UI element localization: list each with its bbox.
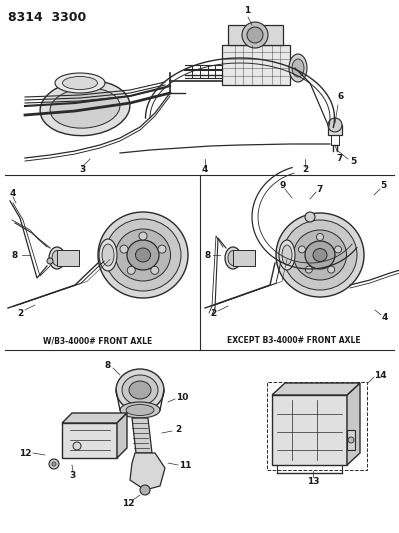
Circle shape xyxy=(73,442,81,450)
Circle shape xyxy=(242,22,268,48)
Text: 8: 8 xyxy=(205,251,211,260)
Circle shape xyxy=(328,266,335,273)
Text: 9: 9 xyxy=(280,181,286,190)
Ellipse shape xyxy=(282,245,292,265)
Ellipse shape xyxy=(52,251,62,265)
Ellipse shape xyxy=(289,54,307,82)
Ellipse shape xyxy=(129,381,151,399)
Circle shape xyxy=(305,266,312,273)
Text: EXCEPT B3-4000# FRONT AXLE: EXCEPT B3-4000# FRONT AXLE xyxy=(227,336,361,345)
Ellipse shape xyxy=(120,402,160,418)
Text: 5: 5 xyxy=(380,181,386,190)
Circle shape xyxy=(298,246,305,253)
Text: 3: 3 xyxy=(69,472,75,481)
Ellipse shape xyxy=(292,59,304,77)
Ellipse shape xyxy=(105,219,181,291)
Text: 2: 2 xyxy=(17,309,23,318)
Ellipse shape xyxy=(40,80,130,136)
Ellipse shape xyxy=(50,88,120,128)
Polygon shape xyxy=(272,383,360,395)
Circle shape xyxy=(305,212,315,222)
Circle shape xyxy=(348,437,354,443)
Ellipse shape xyxy=(102,244,114,266)
Ellipse shape xyxy=(122,375,158,405)
Circle shape xyxy=(316,233,324,240)
Text: W/B3-4000# FRONT AXLE: W/B3-4000# FRONT AXLE xyxy=(43,336,153,345)
Text: 7: 7 xyxy=(337,154,343,163)
Text: 8: 8 xyxy=(105,360,111,369)
Ellipse shape xyxy=(225,247,241,269)
Ellipse shape xyxy=(136,248,150,262)
Ellipse shape xyxy=(228,251,238,265)
Ellipse shape xyxy=(294,230,346,280)
Circle shape xyxy=(158,245,166,253)
Text: 12: 12 xyxy=(19,448,31,457)
Text: 4: 4 xyxy=(202,166,208,174)
Ellipse shape xyxy=(127,240,159,270)
FancyBboxPatch shape xyxy=(347,430,355,450)
Text: 7: 7 xyxy=(317,184,323,193)
Circle shape xyxy=(127,266,135,274)
Circle shape xyxy=(49,459,59,469)
Ellipse shape xyxy=(276,213,364,297)
Circle shape xyxy=(47,258,53,264)
Text: 1: 1 xyxy=(244,6,250,15)
Text: 8314  3300: 8314 3300 xyxy=(8,11,86,24)
Polygon shape xyxy=(130,453,165,490)
Text: 8: 8 xyxy=(12,251,18,260)
Text: 10: 10 xyxy=(176,393,188,402)
Circle shape xyxy=(120,245,128,253)
Polygon shape xyxy=(272,395,347,465)
Text: 12: 12 xyxy=(122,498,134,507)
Ellipse shape xyxy=(63,77,97,90)
Text: 13: 13 xyxy=(307,477,319,486)
Text: 4: 4 xyxy=(10,189,16,198)
Polygon shape xyxy=(117,413,127,458)
Text: 2: 2 xyxy=(210,309,216,318)
Circle shape xyxy=(335,246,342,253)
Circle shape xyxy=(247,27,263,43)
Circle shape xyxy=(52,462,56,466)
Ellipse shape xyxy=(283,220,357,290)
Ellipse shape xyxy=(115,229,170,281)
Ellipse shape xyxy=(55,73,105,93)
Text: 6: 6 xyxy=(338,92,344,101)
FancyBboxPatch shape xyxy=(57,250,79,266)
Polygon shape xyxy=(132,418,152,453)
Ellipse shape xyxy=(49,247,65,269)
Circle shape xyxy=(139,232,147,240)
Ellipse shape xyxy=(98,212,188,298)
Text: 2: 2 xyxy=(302,166,308,174)
Polygon shape xyxy=(347,383,360,465)
Ellipse shape xyxy=(99,239,117,271)
FancyBboxPatch shape xyxy=(228,25,283,45)
Ellipse shape xyxy=(116,369,164,411)
FancyBboxPatch shape xyxy=(328,125,342,135)
Text: 5: 5 xyxy=(350,157,356,166)
Ellipse shape xyxy=(305,241,335,269)
Circle shape xyxy=(151,266,159,274)
Text: 4: 4 xyxy=(382,313,388,322)
Text: 2: 2 xyxy=(175,425,181,434)
Text: 11: 11 xyxy=(179,461,191,470)
Circle shape xyxy=(328,118,342,132)
Text: 14: 14 xyxy=(374,370,386,379)
Text: 3: 3 xyxy=(79,166,85,174)
Ellipse shape xyxy=(126,405,154,416)
Ellipse shape xyxy=(313,248,327,262)
Circle shape xyxy=(140,485,150,495)
Polygon shape xyxy=(62,413,127,423)
FancyBboxPatch shape xyxy=(222,45,290,85)
Ellipse shape xyxy=(279,240,295,270)
FancyBboxPatch shape xyxy=(233,250,255,266)
Polygon shape xyxy=(62,423,117,458)
